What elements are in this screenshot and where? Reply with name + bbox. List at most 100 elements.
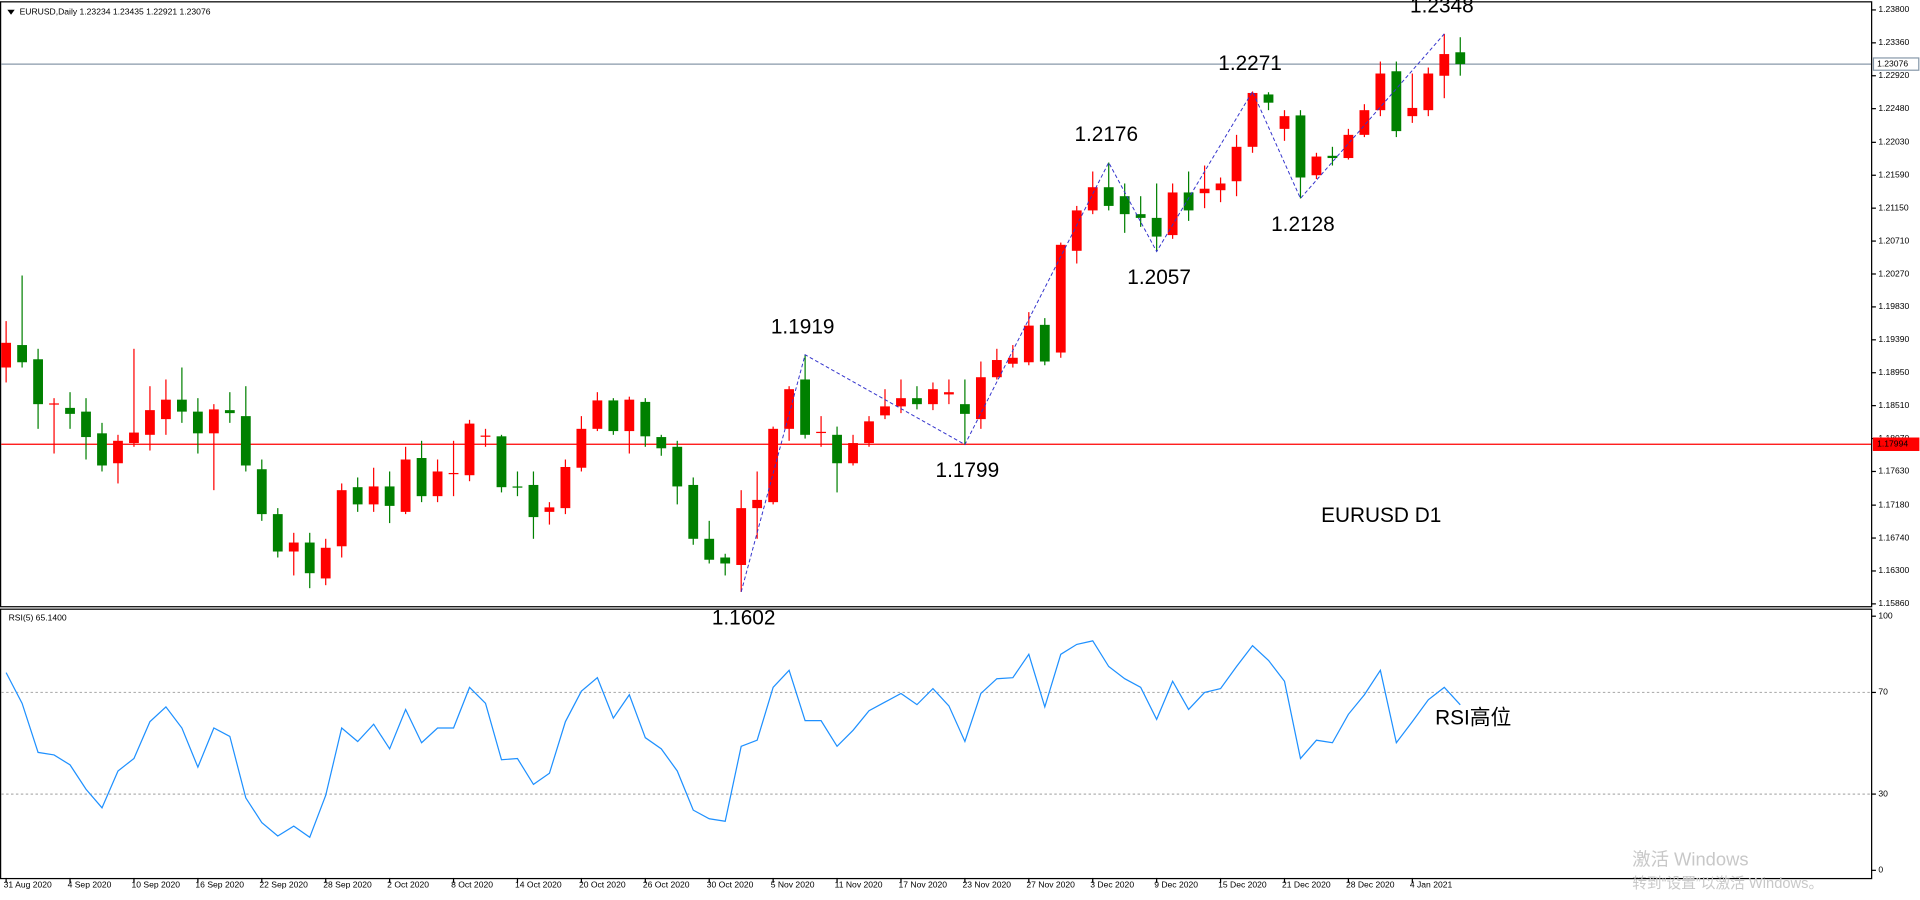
x-tick-label: 30 Oct 2020: [707, 880, 754, 890]
x-tick-label: 31 Aug 2020: [4, 880, 52, 890]
candle-body: [736, 508, 747, 565]
candle-body: [1295, 115, 1306, 178]
x-tick-label: 26 Oct 2020: [643, 880, 690, 890]
candle-body: [177, 399, 187, 412]
x-tick-label: 16 Sep 2020: [195, 880, 244, 890]
candle-body: [113, 440, 123, 464]
candle-body: [1039, 324, 1050, 362]
candle-body: [320, 547, 331, 579]
candle-body: [816, 431, 826, 434]
y-tick-label: 100: [1878, 610, 1893, 620]
rsi-title: RSI(5) 65.1400: [9, 613, 67, 623]
candle-body: [1327, 155, 1338, 159]
y-tick-label: 1.17180: [1878, 499, 1909, 509]
candle-body: [496, 436, 507, 488]
x-tick-label: 28 Sep 2020: [323, 880, 372, 890]
candle-body: [1231, 146, 1242, 182]
x-tick-label: 15 Dec 2020: [1218, 880, 1267, 890]
candle-body: [1071, 210, 1082, 251]
candle-body: [1055, 244, 1066, 353]
candle-body: [720, 557, 731, 564]
x-tick-label: 20 Oct 2020: [579, 880, 626, 890]
candle-body: [544, 507, 555, 512]
price-annotation: 1.2348: [1410, 0, 1474, 17]
x-tick-label: 28 Dec 2020: [1346, 880, 1395, 890]
y-tick-label: 1.20710: [1878, 235, 1909, 245]
y-tick-label: 1.15860: [1878, 598, 1909, 608]
watermark: 转到“设置”以激活 Windows。: [1632, 875, 1823, 892]
candle-body: [912, 398, 922, 405]
x-tick-label: 11 Nov 2020: [835, 880, 883, 890]
price-annotation: 1.2128: [1271, 213, 1335, 236]
candle-body: [528, 484, 539, 518]
price-annotation: 1.2176: [1074, 123, 1138, 146]
candle-body: [1263, 94, 1274, 103]
y-tick-label: 1.18950: [1878, 367, 1909, 377]
y-tick-label: 1.19830: [1878, 301, 1909, 311]
y-tick-label: 1.21590: [1878, 170, 1909, 180]
candle-body: [256, 469, 267, 515]
y-tick-label: 1.22030: [1878, 137, 1909, 147]
x-tick-label: 4 Sep 2020: [68, 880, 112, 890]
price-label: 1.23076: [1877, 58, 1908, 68]
x-tick-label: 21 Dec 2020: [1282, 880, 1331, 890]
x-tick-label: 4 Jan 2021: [1410, 880, 1453, 890]
candle-body: [416, 458, 427, 497]
candle-body: [81, 411, 91, 438]
candle-body: [640, 401, 651, 437]
candle-body: [624, 399, 635, 432]
watermark: 激活 Windows: [1632, 849, 1748, 870]
candle-body: [928, 389, 938, 405]
y-tick-label: 1.16740: [1878, 532, 1909, 542]
candle-body: [512, 486, 523, 488]
candle-body: [65, 407, 75, 414]
x-tick-label: 9 Dec 2020: [1154, 880, 1198, 890]
candle-body: [1183, 192, 1194, 211]
candle-body: [1423, 73, 1434, 111]
candle-body: [656, 437, 667, 449]
candle-body: [192, 411, 203, 434]
candle-body: [480, 435, 491, 437]
candle-body: [560, 466, 571, 509]
candle-body: [161, 399, 171, 420]
candle-body: [145, 410, 155, 435]
candle-body: [1087, 187, 1098, 211]
candle-body: [991, 360, 1002, 378]
rsi-pane: [0, 608, 1873, 880]
candle-body: [49, 403, 59, 405]
y-tick-label: 1.21150: [1878, 202, 1909, 212]
candle-body: [129, 432, 139, 444]
candle-body: [224, 410, 235, 414]
y-tick-label: 1.22920: [1878, 70, 1909, 80]
candle-body: [832, 434, 842, 464]
candle-body: [1279, 116, 1290, 129]
candle-body: [800, 379, 810, 435]
candle-body: [240, 416, 251, 466]
candle-body: [688, 484, 699, 539]
y-tick-label: 1.19390: [1878, 334, 1909, 344]
candle-body: [1311, 156, 1322, 176]
candle-body: [448, 472, 459, 475]
candle-body: [784, 389, 795, 429]
candle-body: [384, 486, 395, 506]
candle-body: [336, 490, 347, 547]
menu-triangle[interactable]: [7, 9, 15, 15]
candle-body: [752, 499, 763, 509]
candle-body: [1167, 192, 1178, 236]
candle-body: [464, 423, 475, 476]
candle-body: [1391, 71, 1402, 132]
candle-body: [1375, 73, 1386, 111]
price-annotation: 1.1799: [936, 459, 1000, 482]
candle-body: [1119, 196, 1130, 215]
candle-body: [576, 428, 587, 468]
y-tick-label: 1.16300: [1878, 565, 1909, 575]
candle-body: [1343, 134, 1354, 159]
candle-body: [592, 400, 603, 429]
candle-body: [1023, 325, 1034, 363]
candle-body: [288, 542, 299, 552]
price-annotation: 1.2057: [1127, 266, 1191, 289]
candle-body: [1439, 54, 1450, 76]
price-annotation: 1.1919: [771, 315, 835, 338]
